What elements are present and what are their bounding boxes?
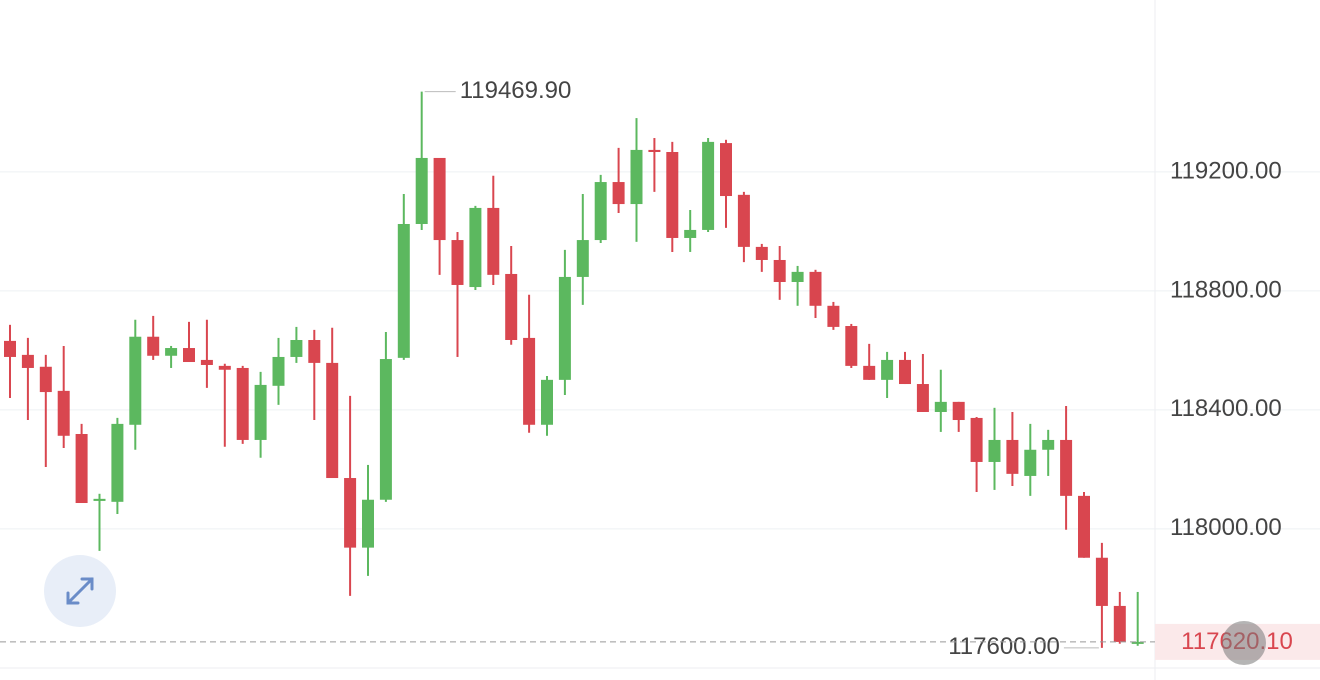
candle-body <box>129 336 142 425</box>
y-tick-label: 119200.00 <box>1170 157 1282 184</box>
candle-body <box>791 271 804 282</box>
candle-body <box>594 182 607 241</box>
high-annotation: 119469.90 <box>460 77 572 104</box>
candle-body <box>4 340 16 357</box>
candle-body <box>899 359 911 385</box>
candle-body <box>415 157 428 224</box>
candle-body <box>648 149 661 153</box>
candle-body <box>57 390 70 436</box>
candle-body <box>254 384 267 440</box>
candle-body <box>39 366 52 393</box>
candle-body <box>111 423 124 502</box>
candle-body <box>93 498 106 501</box>
candle-body <box>952 401 965 421</box>
candle-body <box>147 336 160 356</box>
candle-body <box>290 340 303 357</box>
candle-body <box>970 417 983 462</box>
candle-body <box>1024 449 1037 476</box>
candle-body <box>433 157 446 241</box>
candle-body <box>916 384 929 412</box>
candle-body <box>75 433 88 504</box>
candle-body <box>469 207 482 288</box>
candle-body <box>308 340 321 363</box>
candle-body <box>558 276 571 380</box>
candle-body <box>344 478 357 548</box>
candle-body <box>1060 439 1073 496</box>
candle-body <box>702 141 715 230</box>
candle-body <box>684 229 697 238</box>
candle-body <box>505 273 518 340</box>
candle-body <box>737 194 750 247</box>
candle-body <box>1131 641 1144 644</box>
expand-button[interactable] <box>44 555 116 627</box>
candle-body <box>21 354 34 368</box>
plot: 118000.00 118400.00 118800.00 119200.00 1194… <box>0 77 1320 665</box>
candle-body <box>236 367 249 440</box>
candle-body <box>863 365 876 380</box>
candle-body <box>1078 495 1090 558</box>
candle-body <box>827 305 840 327</box>
candle-body <box>183 348 195 363</box>
candle-body <box>362 499 374 548</box>
candle-body <box>379 359 392 500</box>
candle-body <box>1113 605 1126 642</box>
candle-body <box>773 259 786 282</box>
candle-body <box>326 362 339 479</box>
candle-body <box>165 348 178 356</box>
y-tick-label: 118400.00 <box>1170 395 1282 422</box>
candle-body <box>809 271 822 306</box>
candle-body <box>451 240 464 285</box>
candle-body <box>200 359 213 365</box>
candle-body <box>1042 439 1055 450</box>
candle-body <box>988 439 1001 462</box>
low-annotation: 117600.00 <box>948 633 1060 660</box>
candle-body <box>541 379 553 425</box>
candle-body <box>845 326 858 366</box>
candle-body <box>630 149 643 205</box>
y-tick-label: 118800.00 <box>1170 276 1282 303</box>
candle-body <box>934 401 947 412</box>
candle-body <box>218 365 231 370</box>
candle-body <box>666 152 679 238</box>
candle-body <box>755 246 768 260</box>
candle-body <box>576 240 589 277</box>
expand-icon[interactable] <box>66 577 94 605</box>
candle-body <box>1095 557 1108 606</box>
candle-body <box>720 143 732 197</box>
candle-body <box>523 337 536 425</box>
candle-body <box>272 356 285 386</box>
candle-body <box>612 182 625 205</box>
candle-body <box>397 223 410 358</box>
candle-body <box>881 359 894 380</box>
candle-body <box>487 207 500 275</box>
scroll-indicator <box>1222 621 1266 665</box>
candle-body <box>1006 439 1019 474</box>
y-tick-label: 118000.00 <box>1170 514 1282 541</box>
